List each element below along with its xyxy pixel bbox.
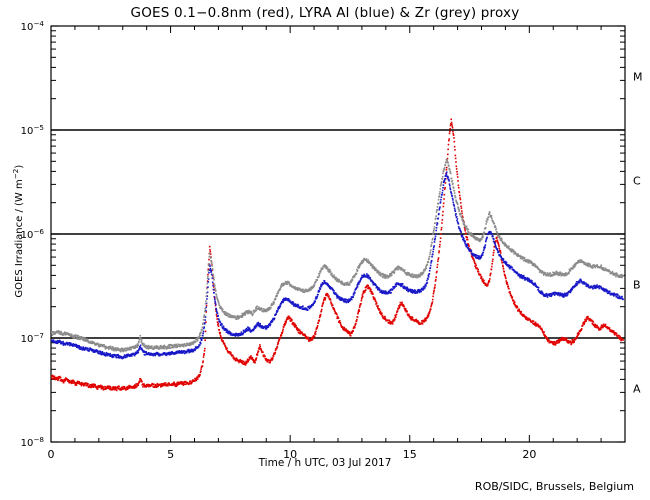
- x-tick-label: 0: [47, 448, 55, 461]
- flare-class-label-b: B: [633, 278, 641, 292]
- chart-title: GOES 0.1−0.8nm (red), LYRA Al (blue) & Z…: [130, 5, 520, 21]
- y-tick-label: 10−7: [20, 330, 44, 346]
- flare-class-label-m: M: [633, 70, 643, 84]
- y-tick-label: 10−4: [20, 18, 44, 34]
- flare-class-label-c: C: [633, 174, 641, 188]
- flare-class-label-a: A: [633, 382, 641, 396]
- credit-text: ROB/SIDC, Brussels, Belgium: [474, 480, 634, 493]
- series-goes-0-1-0-8nm: [51, 118, 624, 392]
- y-tick-label: 10−8: [20, 434, 44, 450]
- x-axis-label: Time / h UTC, 03 Jul 2017: [258, 457, 392, 469]
- x-tick-label: 5: [167, 448, 175, 461]
- x-tick-label: 10: [283, 448, 298, 461]
- series-lyra-al: [51, 171, 624, 360]
- y-tick-label: 10−6: [20, 226, 44, 242]
- y-tick-label: 10−5: [20, 122, 44, 138]
- series-zr-proxy: [51, 158, 624, 353]
- x-tick-label: 20: [522, 448, 537, 461]
- x-tick-label: 15: [402, 448, 417, 461]
